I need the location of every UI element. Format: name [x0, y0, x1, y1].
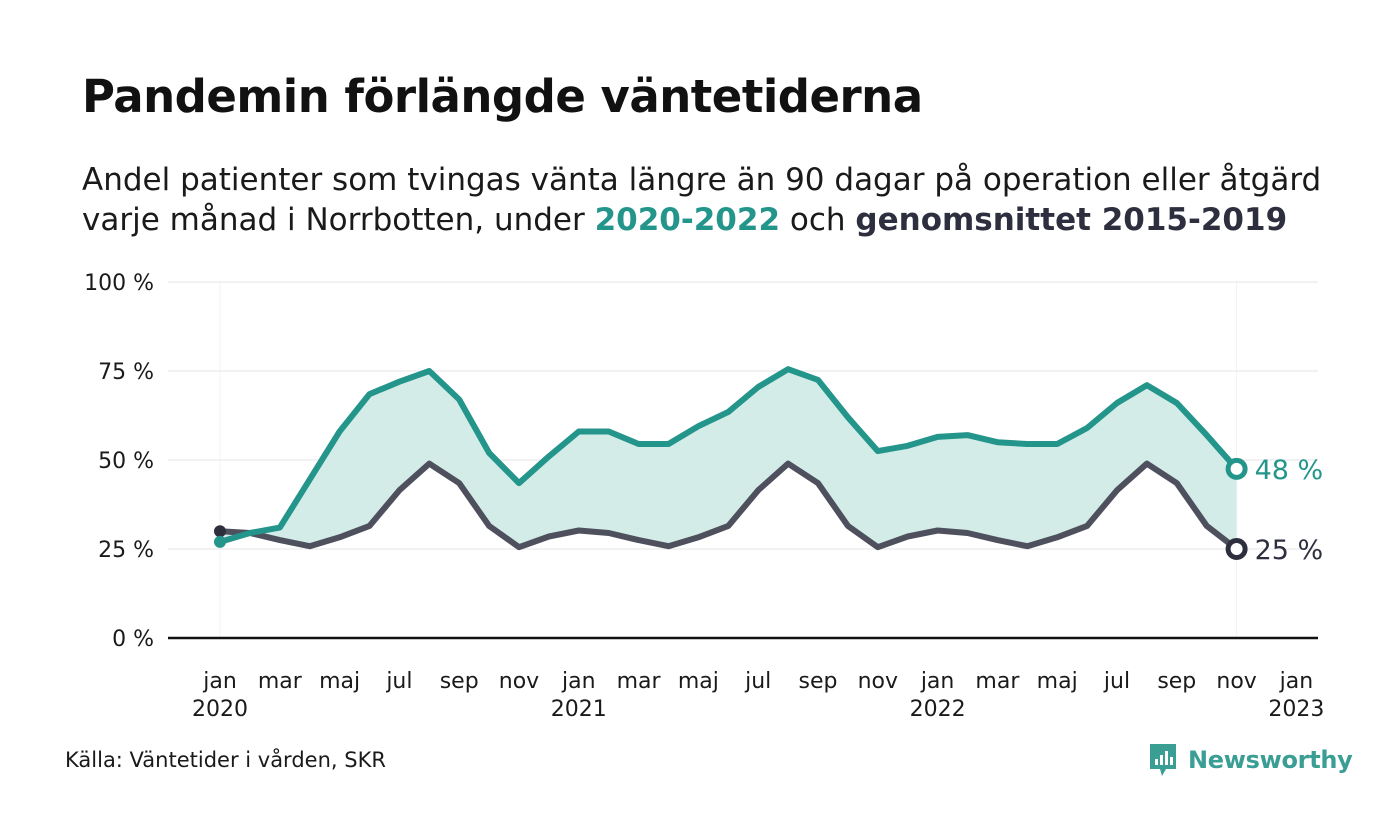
y-tick-label: 75 % [98, 360, 154, 385]
x-tick-label: jan [561, 669, 596, 694]
x-tick-label: nov [858, 669, 898, 694]
start-point-2020-2022 [214, 535, 226, 548]
end-label-average: 25 % [1255, 535, 1324, 566]
x-tick-label: jan [202, 669, 237, 694]
y-tick-label: 0 % [112, 627, 154, 652]
x-tick-label: mar [975, 669, 1020, 694]
y-axis: 0 % 25 % 50 % 75 % 100 % [84, 271, 1318, 652]
x-tick-label: sep [1157, 669, 1196, 694]
x-tick-label: mar [617, 669, 662, 694]
subtitle-line-1: Andel patienter som tvingas vänta längre… [82, 162, 1322, 198]
end-markers: 48 % 25 % [214, 455, 1323, 566]
x-tick-label: maj [1037, 669, 1078, 694]
end-point-average [1225, 538, 1248, 560]
x-tick-label: maj [319, 669, 360, 694]
x-tick-label: jan [920, 669, 955, 694]
y-tick-label: 100 % [84, 271, 154, 296]
x-tick-label: jan [1279, 669, 1314, 694]
x-tick-label: sep [799, 669, 838, 694]
x-tick-year-label: 2020 [192, 697, 248, 722]
subtitle-text-and: och [780, 202, 856, 238]
x-tick-year-label: 2021 [551, 697, 607, 722]
x-tick-label: jul [385, 669, 412, 694]
brand-logo: Newsworthy [1148, 742, 1353, 778]
x-tick-label: maj [678, 669, 719, 694]
subtitle-text: varje månad i Norrbotten, under [82, 202, 595, 238]
x-tick-label: nov [499, 669, 539, 694]
x-tick-label: jul [1103, 669, 1130, 694]
x-tick-year-label: 2023 [1268, 697, 1324, 722]
series-line-average [217, 460, 1240, 552]
x-tick-label: mar [258, 669, 303, 694]
subtitle-line-2: varje månad i Norrbotten, under 2020-202… [82, 200, 1342, 240]
source-note: Källa: Väntetider i vården, SKR [65, 748, 386, 772]
series-line-2020-2022 [217, 366, 1240, 545]
end-point-2020-2022 [1225, 457, 1248, 480]
x-tick-label: nov [1216, 669, 1256, 694]
chart-title: Pandemin förlängde väntetiderna [82, 70, 923, 123]
brand-name: Newsworthy [1188, 746, 1353, 774]
y-tick-label: 50 % [98, 449, 154, 474]
x-tick-label: sep [440, 669, 479, 694]
newsworthy-logo-icon [1150, 744, 1176, 776]
subtitle-highlight-average: genomsnittet 2015-2019 [855, 202, 1288, 238]
y-tick-label: 25 % [98, 538, 154, 563]
start-point-average [214, 525, 226, 538]
chart-subtitle: Andel patienter som tvingas vänta längre… [82, 160, 1342, 240]
x-tick-label: jul [744, 669, 771, 694]
end-label-2020-2022: 48 % [1255, 455, 1324, 486]
subtitle-highlight-2020-2022: 2020-2022 [594, 202, 781, 238]
series-lines [217, 366, 1240, 552]
x-tick-year-label: 2022 [910, 697, 966, 722]
